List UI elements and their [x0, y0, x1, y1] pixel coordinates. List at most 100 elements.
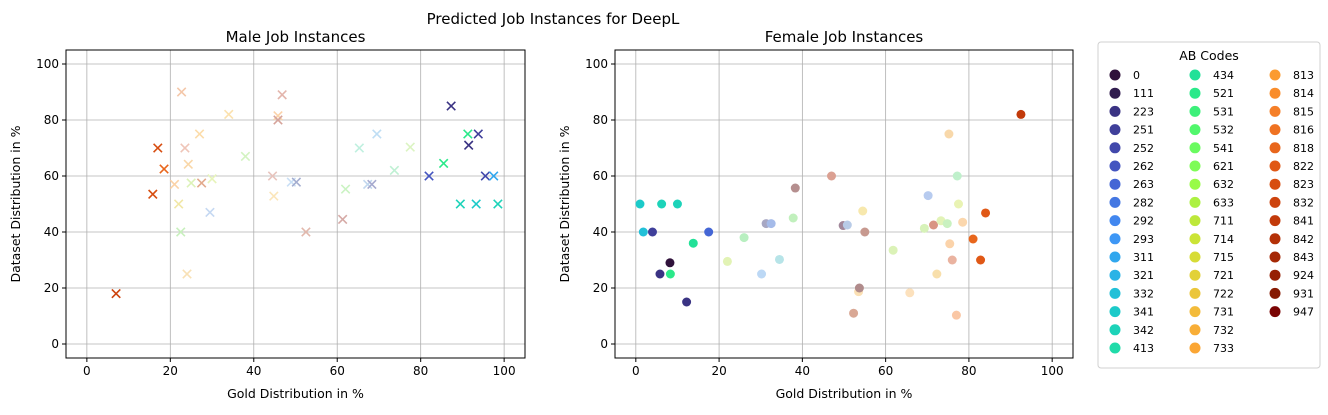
male-point [267, 171, 278, 181]
male-point [223, 109, 234, 120]
female-point [849, 308, 859, 318]
male-point [194, 129, 205, 139]
legend-label: 621 [1213, 160, 1234, 173]
legend-marker [1189, 160, 1201, 172]
legend-label: 733 [1213, 342, 1234, 355]
legend-marker [1109, 105, 1121, 117]
legend-entry: 434 [1189, 69, 1234, 82]
female-point [858, 206, 868, 216]
male-point [463, 140, 474, 150]
legend-entry: 816 [1269, 124, 1314, 137]
legend-marker [1189, 215, 1201, 227]
female-point [1016, 109, 1026, 119]
legend-label: 924 [1293, 269, 1314, 282]
legend-label: 715 [1213, 251, 1234, 264]
legend-label: 818 [1293, 142, 1314, 155]
female-point [888, 245, 898, 255]
legend-entry: 714 [1189, 233, 1234, 246]
legend-marker [1109, 142, 1121, 154]
x-tick-label: 60 [330, 364, 345, 378]
legend-label: 732 [1213, 324, 1234, 337]
legend-entry: 111 [1109, 87, 1154, 100]
female-point [655, 269, 665, 279]
legend-label: 711 [1213, 215, 1234, 228]
legend-marker [1189, 178, 1201, 190]
legend-label: 342 [1133, 324, 1154, 337]
female-point [638, 227, 648, 237]
x-tick-label: 20 [711, 364, 726, 378]
female-point [657, 199, 667, 209]
legend-label: 0 [1133, 69, 1140, 82]
legend-marker [1189, 233, 1201, 245]
male-point [438, 158, 449, 169]
legend-marker [1189, 287, 1201, 299]
legend-label: 632 [1213, 178, 1234, 191]
legend-label: 251 [1133, 124, 1154, 137]
female-point [688, 238, 698, 248]
legend-label: 293 [1133, 233, 1154, 246]
legend-entry: 947 [1269, 306, 1314, 319]
legend-label: 843 [1293, 251, 1314, 264]
male-point [362, 179, 373, 190]
legend-label: 282 [1133, 196, 1154, 209]
male-point [488, 171, 499, 181]
female-scatter-panel: 0 20 40 60 80 100 0 20 40 60 80 100 Female Job Insta… [557, 28, 1074, 401]
female-point [704, 227, 714, 237]
male-point [291, 177, 302, 187]
y-tick-label: 0 [600, 337, 608, 351]
plot-frame [614, 49, 1074, 359]
legend-label: 532 [1213, 124, 1234, 137]
legend-label: 223 [1133, 105, 1154, 118]
female-point [968, 234, 978, 244]
legend-marker [1269, 215, 1281, 227]
legend-entry: 823 [1269, 178, 1314, 191]
legend-marker [1189, 324, 1201, 336]
y-tick-label: 40 [593, 225, 608, 239]
legend-marker [1269, 233, 1281, 245]
male-scatter-panel: 0 20 40 60 80 100 0 20 40 60 80 100 Male Job Instanc… [8, 28, 526, 401]
legend-entry: 531 [1189, 105, 1234, 118]
legend-label: 292 [1133, 215, 1154, 228]
male-point [277, 90, 287, 100]
female-point [947, 255, 957, 265]
male-point [354, 143, 365, 153]
male-point [148, 189, 158, 199]
legend-entry: 832 [1269, 196, 1314, 209]
legend-entry: 722 [1189, 287, 1234, 300]
male-point [159, 164, 169, 174]
legend-marker [1109, 269, 1121, 281]
female-point [788, 213, 798, 223]
legend-marker [1269, 269, 1281, 281]
female-point [919, 223, 929, 233]
y-axis-label: Dataset Distribution in % [8, 125, 23, 282]
male-point [196, 178, 207, 188]
male-point [207, 174, 217, 184]
legend-marker [1189, 124, 1201, 136]
x-tick-label: 80 [961, 364, 976, 378]
legend-marker [1189, 69, 1201, 81]
legend-entry: 843 [1269, 251, 1314, 264]
legend-entry: 733 [1189, 342, 1234, 355]
legend-label: 822 [1293, 160, 1314, 173]
legend-marker [1189, 196, 1201, 208]
legend-label: 252 [1133, 142, 1154, 155]
legend-entry: 251 [1109, 124, 1154, 137]
male-point [183, 159, 194, 170]
legend-label: 721 [1213, 269, 1234, 282]
male-point [180, 143, 190, 153]
legend-entry: 711 [1189, 215, 1234, 228]
legend-entry: 633 [1189, 196, 1234, 209]
male-point [186, 178, 196, 188]
y-tick-label: 20 [44, 281, 59, 295]
legend-marker [1109, 215, 1121, 227]
female-point [976, 255, 986, 265]
legend-marker [1109, 178, 1121, 190]
female-point [945, 239, 955, 249]
legend-entry: 263 [1109, 178, 1154, 191]
legend-entry: 282 [1109, 196, 1154, 209]
legend-entry: 293 [1109, 233, 1154, 246]
legend-label: 832 [1293, 196, 1314, 209]
legend-entry: 931 [1269, 287, 1314, 300]
female-point [739, 233, 749, 243]
female-point [952, 171, 962, 181]
